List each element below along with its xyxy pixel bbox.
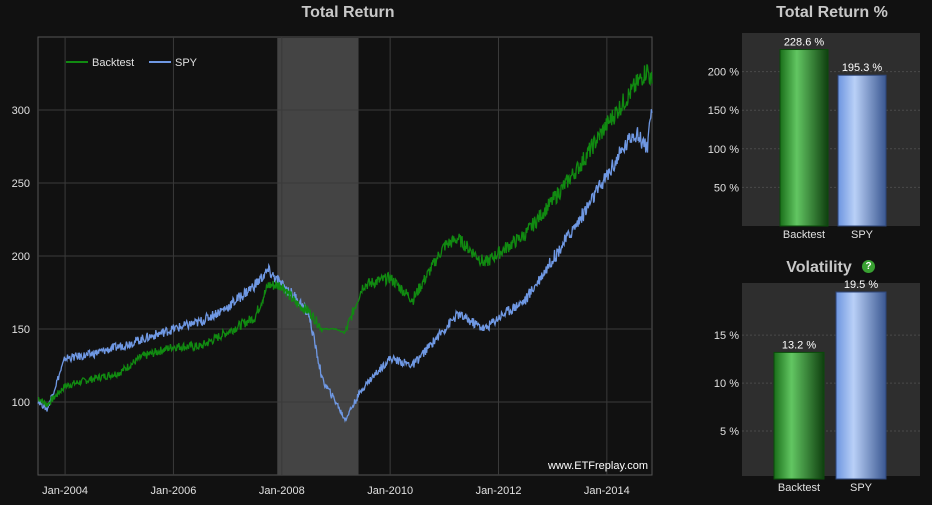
data-label: 19.5 % — [844, 279, 878, 291]
total-return-chart-title: Total Return % — [776, 4, 888, 21]
volatility-bar-chart: 13.2 % 19.5 % 5 % 10 % 15 % Backtest SPY — [714, 279, 920, 494]
watermark: www.ETFreplay.com — [547, 460, 648, 472]
category-label: SPY — [850, 482, 873, 494]
data-label: 13.2 % — [782, 339, 816, 351]
y-tick-label: 10 % — [714, 378, 739, 390]
y-tick-label: 50 % — [714, 182, 739, 194]
series-line-spy — [37, 109, 653, 423]
y-tick-label: 5 % — [720, 426, 739, 438]
x-tick-label: Jan-2008 — [259, 485, 305, 497]
category-label: Backtest — [778, 482, 820, 494]
bar-spy — [837, 74, 887, 227]
y-tick-label: 200 % — [708, 67, 739, 79]
category-label: Backtest — [783, 229, 825, 241]
total-return-bar-chart: 228.6 % 195.3 % 50 % 100 % 150 % 200 % Backte… — [708, 33, 920, 241]
bar-backtest — [773, 351, 825, 480]
series-line-backtest — [37, 64, 653, 407]
main-chart-title: Total Return — [301, 4, 395, 21]
total-return-line-chart: 100 150 200 250 300 Jan-2004 Jan-2006 Jan-2008… — [12, 36, 653, 497]
category-label: SPY — [851, 229, 874, 241]
vol-plot-area — [742, 283, 920, 476]
data-label: 195.3 % — [842, 62, 883, 74]
y-tick-label: 150 — [12, 324, 30, 336]
tr-plot-area — [742, 33, 920, 226]
y-tick-label: 250 — [12, 178, 30, 190]
data-label: 228.6 % — [784, 37, 825, 49]
x-tick-label: Jan-2014 — [584, 485, 630, 497]
x-tick-label: Jan-2010 — [367, 485, 413, 497]
y-tick-label: 100 — [12, 397, 30, 409]
y-tick-label: 100 % — [708, 144, 739, 156]
y-tick-label: 15 % — [714, 330, 739, 342]
help-icon[interactable]: ? — [862, 260, 875, 273]
legend: Backtest SPY — [66, 57, 198, 69]
y-tick-label: 150 % — [708, 105, 739, 117]
x-tick-label: Jan-2006 — [151, 485, 197, 497]
x-tick-label: Jan-2004 — [42, 485, 88, 497]
x-tick-label: Jan-2012 — [476, 485, 522, 497]
y-tick-label: 300 — [12, 105, 30, 117]
legend-backtest-label: Backtest — [92, 57, 134, 69]
bar-backtest — [779, 49, 829, 227]
y-tick-label: 200 — [12, 251, 30, 263]
volatility-chart-title: Volatility — [786, 259, 852, 276]
bar-spy — [835, 291, 887, 480]
legend-spy-label: SPY — [175, 57, 198, 69]
